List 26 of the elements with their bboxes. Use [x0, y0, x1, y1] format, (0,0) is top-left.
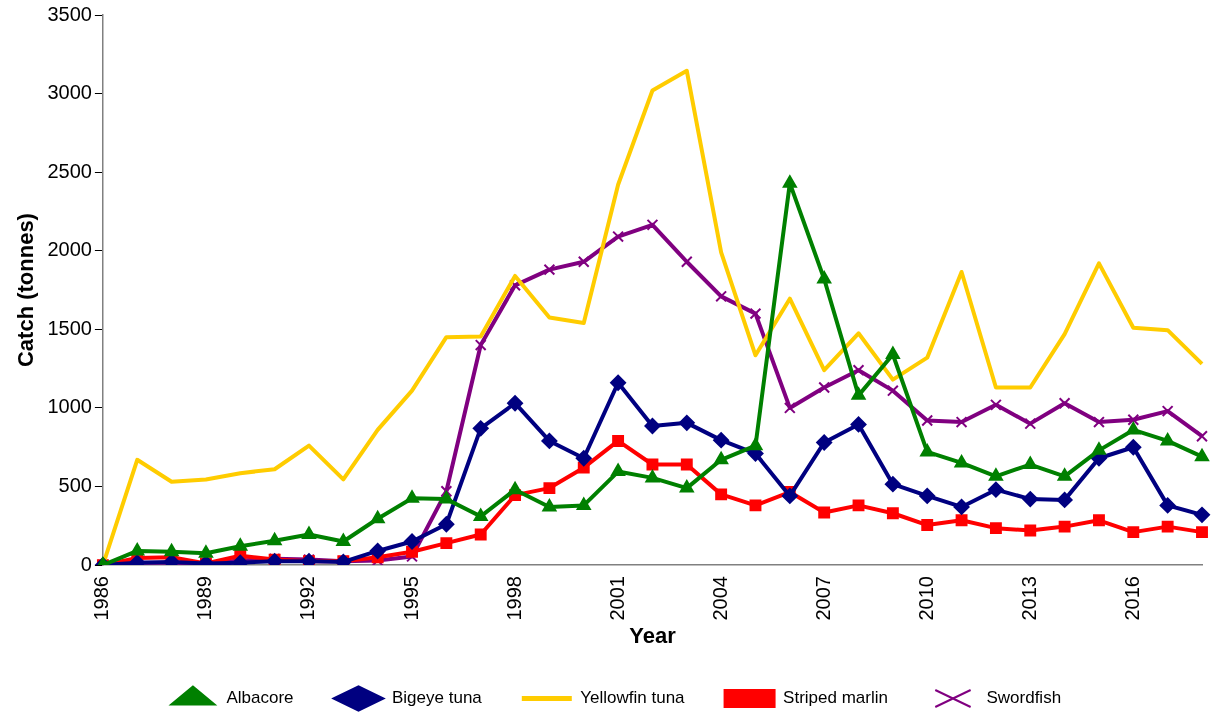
x-tick-label: 2001 — [605, 576, 628, 621]
x-tick-label: 1986 — [90, 576, 113, 621]
y-tick-label: 1000 — [47, 395, 92, 418]
x-tick-label: 1995 — [399, 576, 422, 621]
x-tick-label: 2016 — [1120, 576, 1143, 621]
x-tick-label: 1989 — [193, 576, 216, 621]
x-tick-label: 2013 — [1017, 576, 1040, 621]
x-tick-label: 2010 — [914, 576, 937, 621]
y-tick-label: 2000 — [47, 238, 92, 261]
y-tick-label: 3500 — [47, 2, 92, 25]
legend-label: Bigeye tuna — [392, 688, 483, 708]
y-axis-title: Catch (tonnes) — [13, 213, 39, 368]
x-tick-label: 2007 — [811, 576, 834, 621]
legend-label: Albacore — [226, 688, 294, 708]
x-tick-label: 1998 — [502, 576, 525, 621]
legend-label: Yellowfin tuna — [580, 688, 686, 708]
x-axis-title: Year — [629, 622, 677, 648]
y-tick-label: 500 — [58, 474, 92, 497]
x-tick-label: 2004 — [708, 576, 731, 621]
legend-label: Swordfish — [986, 688, 1062, 708]
x-tick-label: 1992 — [296, 576, 319, 621]
y-tick-label: 1500 — [47, 316, 92, 339]
y-tick-label: 2500 — [47, 159, 92, 182]
legend-label: Striped marlin — [783, 688, 888, 708]
y-tick-label: 0 — [80, 552, 92, 575]
y-tick-label: 3000 — [47, 81, 92, 104]
